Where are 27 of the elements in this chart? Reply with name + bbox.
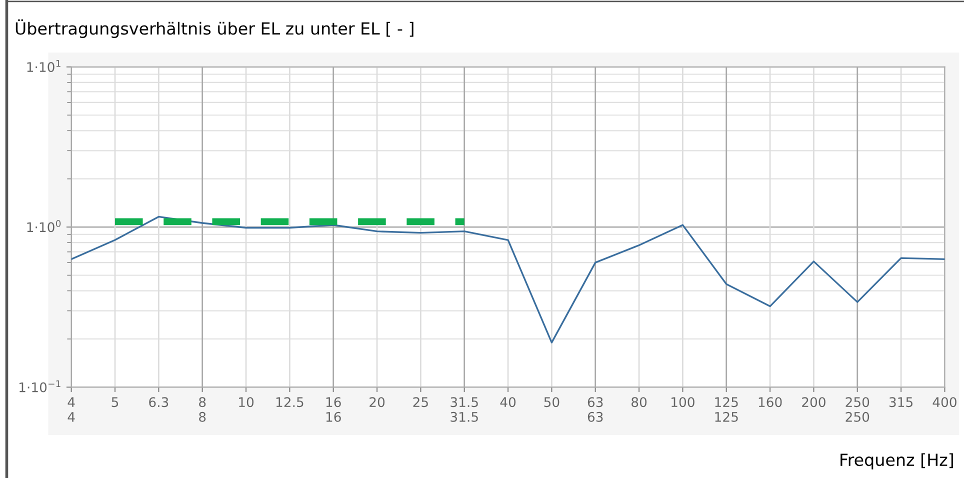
x-tick-label: 400 (932, 397, 956, 408)
x-tick-label: 160 (758, 397, 782, 408)
x-tick-label: 125 125 (715, 397, 738, 422)
x-tick-label: 25 (413, 397, 428, 408)
x-tick-label: 315 (889, 397, 912, 408)
x-tick-label: 6.3 (149, 397, 168, 408)
x-tick-label: 80 (632, 397, 647, 408)
y-tick-label: 1·10$^{1}$ (27, 60, 60, 72)
x-tick-label: 200 (802, 397, 826, 408)
x-tick-label: 31.5 31.5 (450, 397, 478, 422)
x-tick-label: 16 16 (326, 397, 341, 422)
y-tick-label: 1·10$^{−1}$ (20, 380, 60, 392)
x-tick-label: 40 (500, 397, 516, 408)
x-axis-title: Frequenz [Hz] (840, 453, 953, 470)
x-tick-label: 4 4 (68, 397, 75, 422)
x-tick-label: 20 (370, 397, 385, 408)
x-tick-label: 8 8 (199, 397, 206, 422)
x-tick-label: 250 250 (846, 397, 870, 422)
chart-title: Übertragungsverhältnis über EL zu unter EL [ - ] (16, 19, 414, 38)
x-tick-label: 100 (672, 397, 694, 408)
line-series (71, 216, 945, 344)
x-tick-label: 10 (239, 397, 254, 408)
x-tick-label: 50 (544, 397, 560, 408)
x-tick-label: 5 (112, 397, 118, 408)
x-tick-label: 12.5 (276, 397, 304, 408)
y-tick-label: 1·10$^{0}$ (27, 220, 61, 232)
x-tick-label: 63 63 (588, 397, 603, 422)
